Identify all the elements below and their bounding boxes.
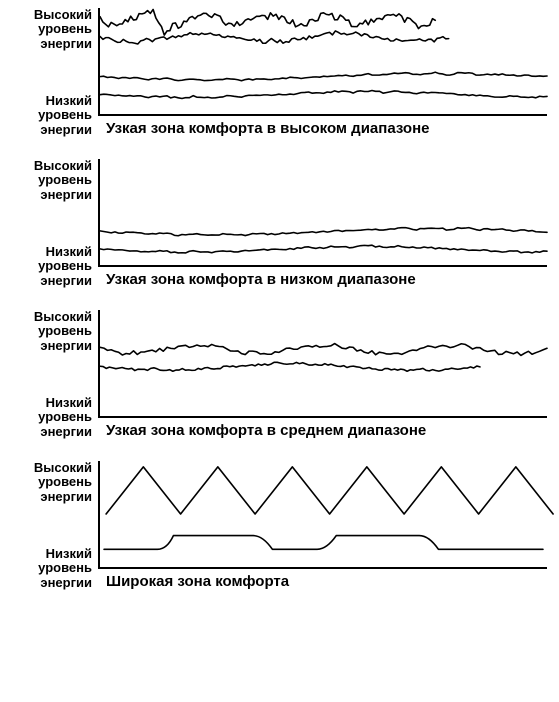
- y-axis-labels: Высокий уровень энергии Низкий уровень эн…: [8, 8, 98, 137]
- wave-line: [100, 72, 547, 81]
- label-low-energy: Низкий уровень энергии: [8, 396, 92, 439]
- panel-caption: Узкая зона комфорта в высоком диапазоне: [98, 116, 547, 137]
- y-axis-labels: Высокий уровень энергии Низкий уровень эн…: [8, 159, 98, 288]
- plot-area: [98, 461, 547, 569]
- wave-line: [104, 536, 543, 550]
- wave-line: [100, 228, 547, 236]
- panel-caption: Узкая зона комфорта в среднем диапазоне: [98, 418, 547, 439]
- wave-line: [100, 9, 435, 35]
- wave-line: [100, 245, 547, 253]
- y-axis-labels: Высокий уровень энергии Низкий уровень эн…: [8, 461, 98, 590]
- label-low-energy: Низкий уровень энергии: [8, 94, 92, 137]
- wave-line: [100, 31, 449, 44]
- plot-area: [98, 310, 547, 418]
- label-high-energy: Высокий уровень энергии: [8, 461, 92, 504]
- wave-line: [100, 344, 547, 356]
- label-high-energy: Высокий уровень энергии: [8, 310, 92, 353]
- y-axis-labels: Высокий уровень энергии Низкий уровень эн…: [8, 310, 98, 439]
- plot-area: [98, 8, 547, 116]
- plot-area: [98, 159, 547, 267]
- panel-caption: Широкая зона комфорта: [98, 569, 547, 590]
- label-low-energy: Низкий уровень энергии: [8, 547, 92, 590]
- label-low-energy: Низкий уровень энергии: [8, 245, 92, 288]
- label-high-energy: Высокий уровень энергии: [8, 159, 92, 202]
- label-high-energy: Высокий уровень энергии: [8, 8, 92, 51]
- wave-line: [106, 467, 553, 514]
- panel-3: Высокий уровень энергии Низкий уровень эн…: [8, 461, 547, 590]
- panel-2: Высокий уровень энергии Низкий уровень эн…: [8, 310, 547, 439]
- panel-caption: Узкая зона комфорта в низком диапазоне: [98, 267, 547, 288]
- wave-line: [100, 91, 547, 99]
- panel-1: Высокий уровень энергии Низкий уровень эн…: [8, 159, 547, 288]
- panel-0: Высокий уровень энергии Низкий уровень эн…: [8, 8, 547, 137]
- wave-line: [100, 362, 480, 371]
